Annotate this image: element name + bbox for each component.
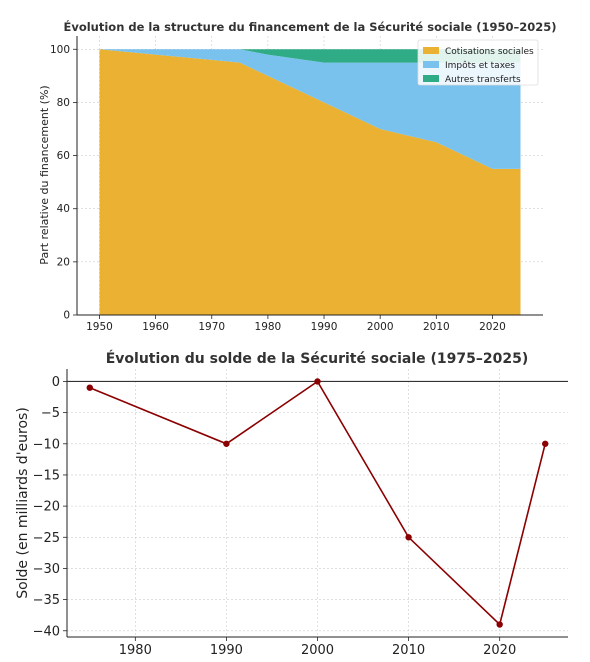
chart2-y-tick-label: −15 bbox=[33, 468, 60, 483]
data-point bbox=[223, 440, 230, 447]
legend-label-0: Cotisations sociales bbox=[445, 47, 534, 57]
data-point bbox=[86, 384, 93, 391]
chart1-axes bbox=[76, 36, 543, 316]
chart2-y-tick-label: −30 bbox=[33, 562, 60, 577]
chart2-y-tick-label: −5 bbox=[41, 406, 60, 421]
financing-structure-chart: Évolution de la structure du financement… bbox=[38, 19, 557, 333]
chart2-y-ticks: 0 −5 −10 −15 −20 −25 −30 −35 −40 bbox=[33, 375, 67, 639]
legend-label-2: Autres transferts bbox=[445, 75, 521, 85]
chart2-series bbox=[86, 378, 549, 628]
chart1-x-tick-label: 2020 bbox=[479, 321, 506, 333]
chart1-y-axis-label: Part relative du financement (%) bbox=[38, 85, 51, 264]
chart1-y-tick-label: 60 bbox=[57, 150, 70, 162]
chart2-x-tick-label: 1980 bbox=[119, 643, 152, 658]
chart2-y-tick-label: −40 bbox=[33, 624, 60, 639]
legend-swatch-2 bbox=[423, 75, 439, 82]
data-point bbox=[405, 534, 412, 541]
legend-label-1: Impôts et taxes bbox=[445, 60, 515, 71]
chart1-y-ticks: 0 20 40 60 80 100 bbox=[50, 44, 77, 322]
chart2-x-tick-label: 1990 bbox=[210, 643, 243, 658]
balance-chart: Évolution du solde de la Sécurité social… bbox=[15, 350, 568, 658]
chart2-title: Évolution du solde de la Sécurité social… bbox=[106, 350, 529, 367]
chart2-x-tick-label: 2010 bbox=[392, 643, 425, 658]
data-point bbox=[542, 440, 549, 447]
chart1-x-tick-label: 1980 bbox=[255, 321, 282, 333]
chart1-y-tick-label: 80 bbox=[57, 97, 70, 109]
chart2-x-tick-label: 2000 bbox=[301, 643, 334, 658]
chart2-y-tick-label: −20 bbox=[33, 500, 60, 515]
chart1-legend: Cotisations sociales Impôts et taxes Autre… bbox=[417, 39, 539, 86]
chart2-x-tick-label: 2020 bbox=[483, 643, 516, 658]
legend-box bbox=[417, 39, 539, 86]
chart1-areas bbox=[99, 49, 521, 316]
chart2-y-tick-label: −25 bbox=[33, 531, 60, 546]
chart1-title: Évolution de la structure du financement… bbox=[63, 19, 556, 34]
chart1-x-tick-label: 2010 bbox=[423, 321, 450, 333]
chart1-x-tick-label: 2000 bbox=[367, 321, 394, 333]
chart2-y-axis-label: Solde (en milliards d'euros) bbox=[15, 407, 31, 599]
area-series-2 bbox=[99, 49, 521, 63]
chart1-y-tick-label: 100 bbox=[50, 44, 70, 56]
chart2-y-tick-label: −10 bbox=[33, 437, 60, 452]
line-series-0 bbox=[89, 380, 546, 627]
chart1-x-tick-label: 1950 bbox=[86, 321, 113, 333]
area-series-1 bbox=[99, 49, 521, 169]
data-point bbox=[314, 378, 321, 385]
chart2-x-ticks: 1980 1990 2000 2010 2020 bbox=[119, 637, 516, 658]
chart1-y-tick-label: 40 bbox=[57, 203, 70, 215]
chart1-x-tick-label: 1970 bbox=[198, 321, 225, 333]
legend-swatch-1 bbox=[423, 61, 439, 68]
chart1-y-tick-label: 0 bbox=[63, 310, 70, 322]
chart1-y-tick-label: 20 bbox=[57, 256, 70, 268]
chart2-y-tick-label: 0 bbox=[52, 375, 60, 390]
area-series-0 bbox=[99, 49, 521, 316]
data-point bbox=[496, 621, 503, 628]
legend-swatch-0 bbox=[423, 47, 439, 54]
chart1-x-tick-label: 1960 bbox=[142, 321, 169, 333]
chart2-y-tick-label: −35 bbox=[33, 593, 60, 608]
chart1-x-tick-label: 1990 bbox=[311, 321, 338, 333]
chart1-x-ticks: 1950 1960 1970 1980 1990 2000 2010 2020 bbox=[86, 315, 506, 333]
